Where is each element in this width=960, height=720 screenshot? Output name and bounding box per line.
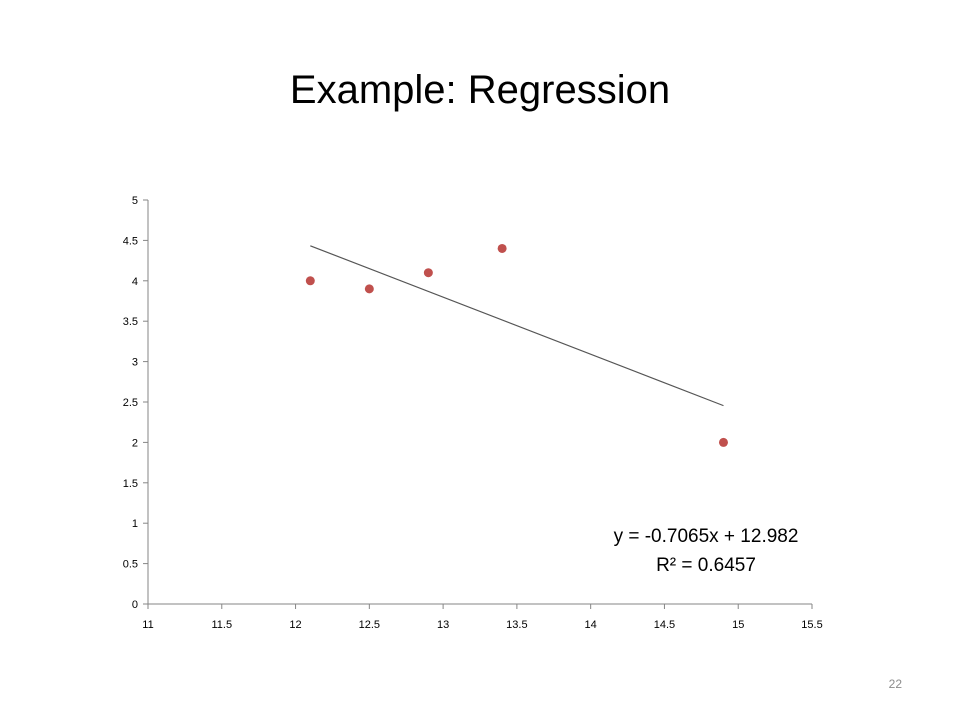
x-tick-label: 14 [585,619,597,631]
trendline [310,245,724,407]
y-tick-label: 2.5 [123,397,138,409]
x-tick-label: 15 [732,619,744,631]
data-point [497,243,507,253]
y-tick-label: 4 [132,276,138,288]
y-tick-label: 0.5 [123,559,138,571]
x-tick-label: 13 [437,619,449,631]
x-tick-label: 14.5 [654,619,675,631]
page-number: 22 [888,677,902,691]
trendline-group [310,245,724,407]
y-tick-label: 3.5 [123,316,138,328]
y-tick-label: 5 [132,195,138,207]
data-point [364,284,374,294]
data-point [305,276,315,286]
y-tick-label: 0 [132,599,138,611]
slide-title: Example: Regression [289,68,671,112]
y-tick-label: 1 [132,518,138,530]
trendline-equation: y = -0.7065x + 12.982 [614,526,799,547]
y-tick-label: 4.5 [123,235,138,247]
data-point [718,437,728,447]
data-points [305,243,728,447]
x-tick-label: 13.5 [506,619,527,631]
x-tick-label: 12 [289,619,301,631]
x-tick-label: 11 [142,619,153,631]
axes [143,199,813,609]
r-squared-label: R² = 0.6457 [656,555,756,576]
x-tick-label: 11.5 [211,619,232,631]
y-tick-label: 2 [132,437,138,449]
y-tick-label: 1.5 [123,478,138,490]
data-point [423,268,433,278]
y-tick-label: 3 [132,357,138,369]
x-tick-label: 12.5 [359,619,380,631]
x-tick-label: 15.5 [801,619,822,631]
